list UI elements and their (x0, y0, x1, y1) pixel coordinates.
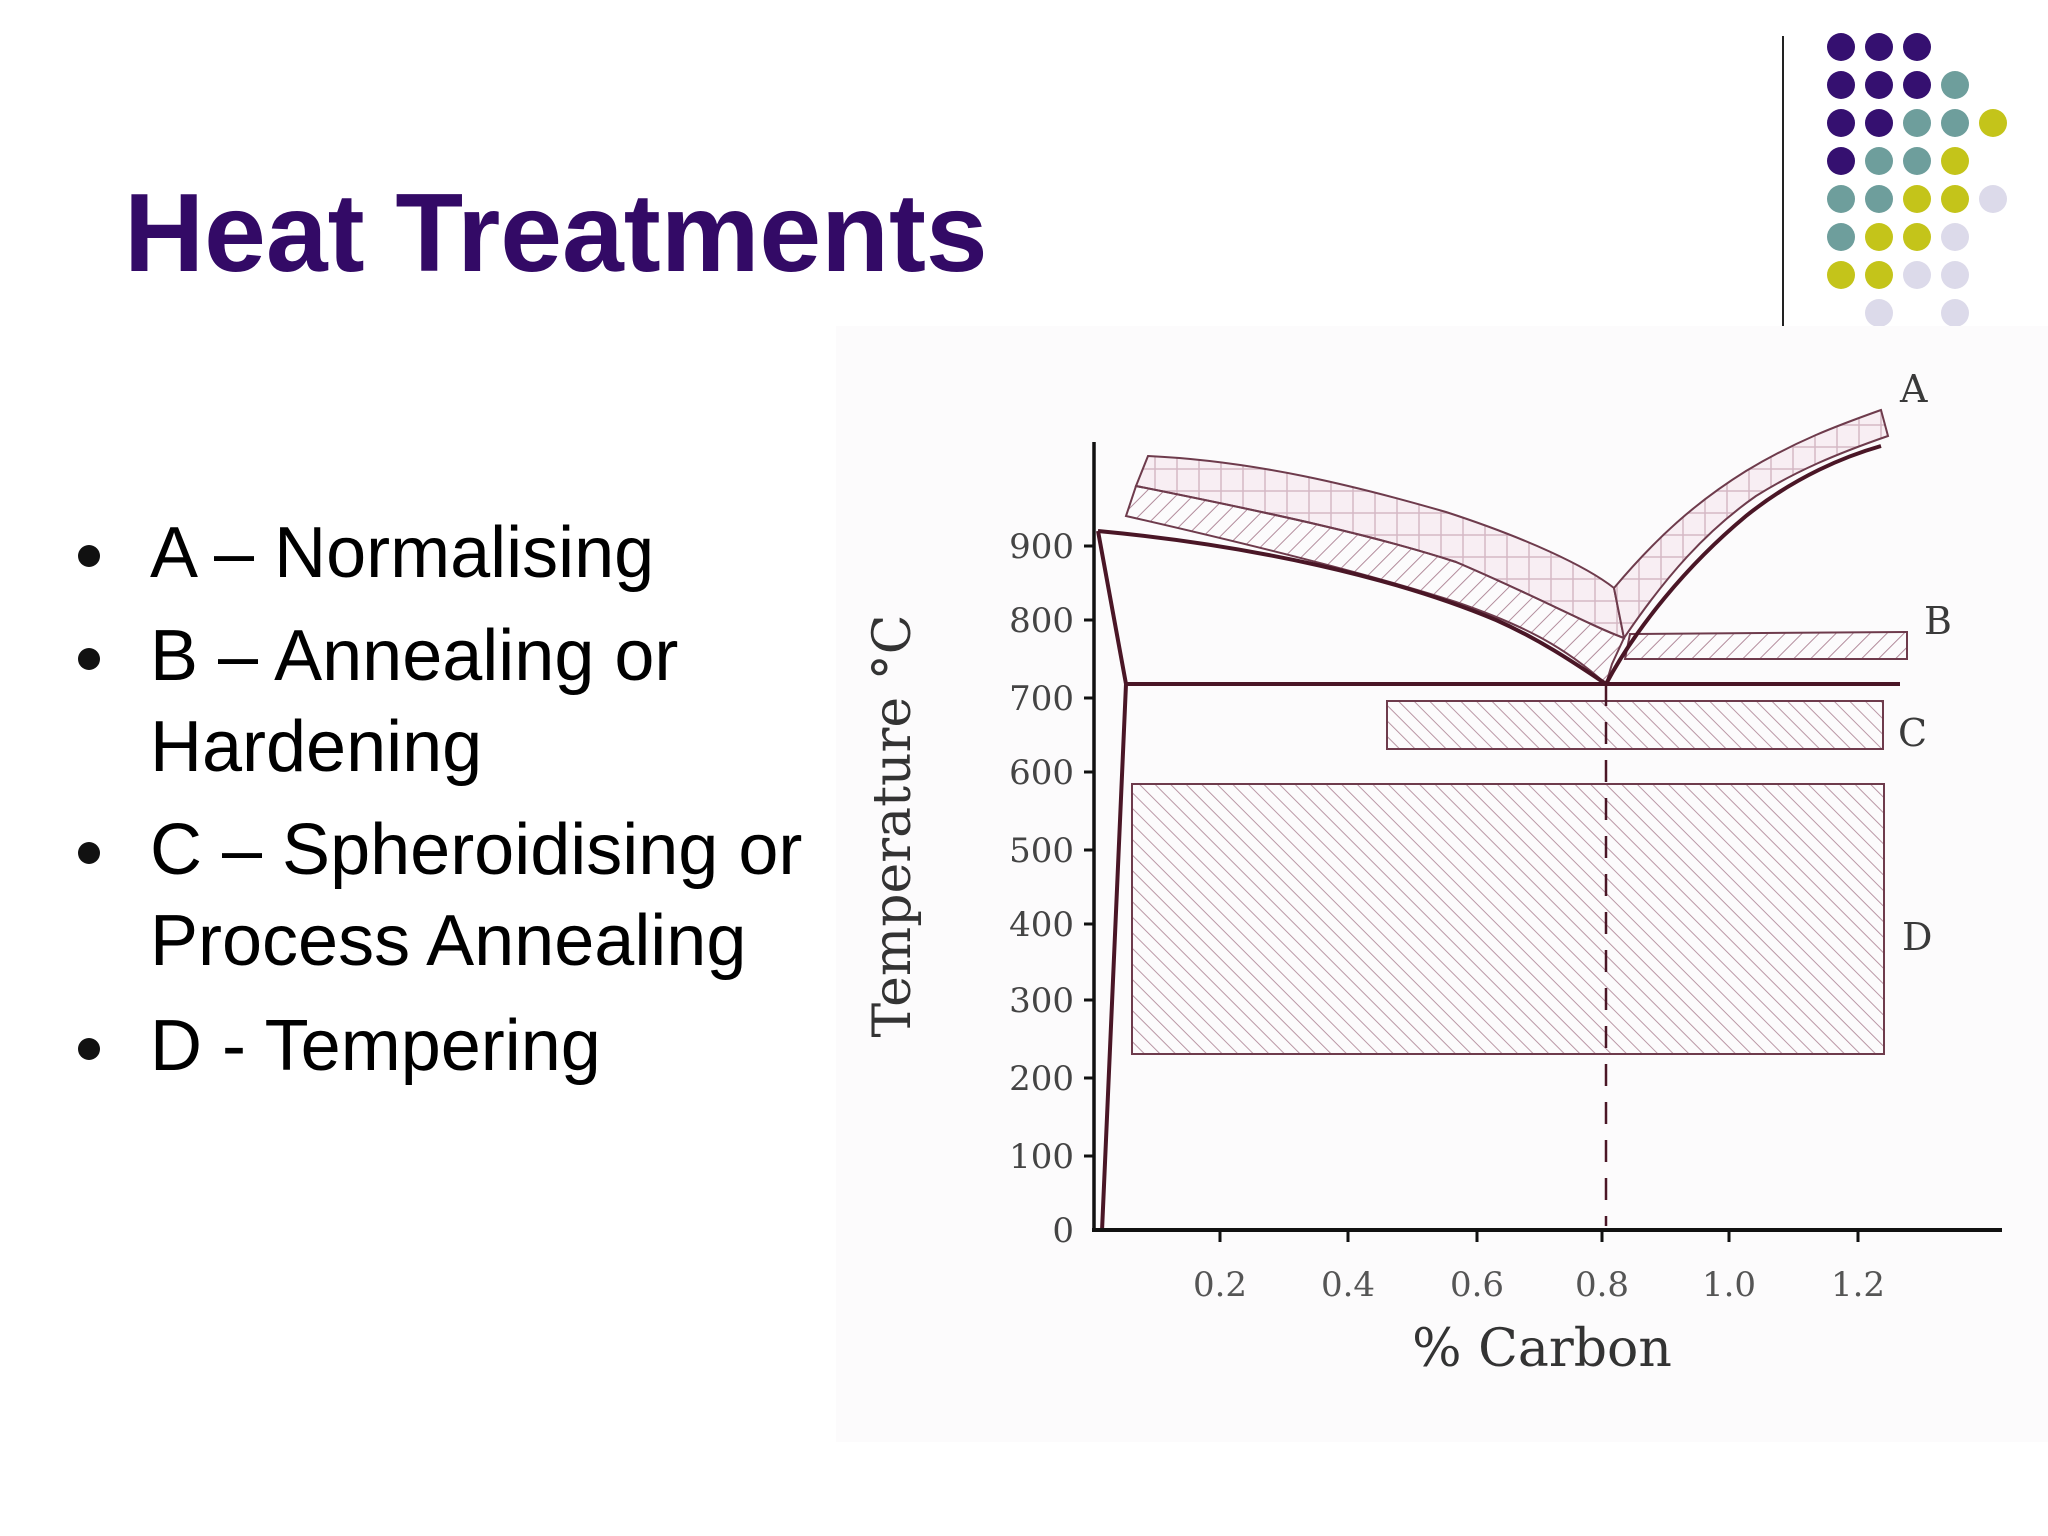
y-tick-label: 300 (1009, 981, 1074, 1021)
y-tick-label: 100 (1009, 1137, 1074, 1177)
decorative-dot-yellow (1979, 109, 2007, 137)
y-tick-label: 400 (1009, 905, 1074, 945)
region-c-spheroidising (1386, 700, 1884, 750)
bullet-text: C – Spheroidising or (150, 810, 803, 890)
region-d-tempering (1131, 783, 1885, 1055)
decorative-dot-purple (1827, 109, 1855, 137)
ferrite-boundary-left (1096, 530, 1129, 1232)
bullet-point-icon (78, 1038, 100, 1060)
decorative-dot-purple (1827, 71, 1855, 99)
slide-title: Heat Treatments (124, 171, 988, 295)
decorative-dot-yellow (1827, 261, 1855, 289)
a3-line (1097, 529, 1608, 686)
decorative-dot-teal (1827, 223, 1855, 251)
bullet-text: B – Annealing or (150, 616, 679, 696)
decorative-dot-purple (1865, 109, 1893, 137)
decorative-dot-purple (1827, 33, 1855, 61)
bullet-list: A – Normalising B – Annealing or Hardeni… (70, 508, 850, 1104)
bullet-point-icon (78, 842, 100, 864)
region-a-normalising-lower (1124, 484, 1626, 686)
x-tick-label: 0.2 (1193, 1265, 1247, 1305)
decorative-dot-teal (1941, 109, 1969, 137)
decorative-dot-teal (1903, 147, 1931, 175)
decorative-dot-teal (1941, 71, 1969, 99)
bullet-item-annealing: B – Annealing or Hardening (70, 611, 850, 793)
bullet-text: A – Normalising (150, 513, 655, 593)
decorative-dot-yellow (1941, 185, 1969, 213)
y-tick-label: 500 (1009, 831, 1074, 871)
y-axis-title: Temperature °C (863, 615, 923, 1038)
decorative-dot-teal (1865, 185, 1893, 213)
y-tick-label: 800 (1009, 601, 1074, 641)
bullet-item-normalising: A – Normalising (70, 508, 850, 599)
y-axis-ticks: 0 100 200 300 400 500 600 700 800 900 (1009, 527, 1094, 1251)
decorative-dot-yellow (1941, 147, 1969, 175)
decorative-dot-lavender (1979, 185, 2007, 213)
decorative-dot-yellow (1865, 261, 1893, 289)
x-tick-label: 1.2 (1831, 1265, 1885, 1305)
acm-line (1604, 444, 1882, 685)
region-a-normalising-right (1612, 408, 1890, 641)
region-label-a: A (1899, 367, 1928, 411)
decorative-dot-teal (1903, 109, 1931, 137)
decorative-dot-yellow (1865, 223, 1893, 251)
region-label-c: C (1898, 711, 1927, 755)
bullet-item-tempering: D - Tempering (70, 1001, 850, 1092)
x-tick-label: 0.8 (1575, 1265, 1629, 1305)
bullet-point-icon (78, 648, 100, 670)
decorative-dot-purple (1865, 33, 1893, 61)
y-tick-label: 0 (1052, 1211, 1074, 1251)
x-tick-label: 1.0 (1702, 1265, 1756, 1305)
decorative-dot-purple (1827, 147, 1855, 175)
x-axis-title: % Carbon (1412, 1319, 1672, 1379)
region-label-b: B (1924, 599, 1952, 643)
y-tick-label: 700 (1009, 679, 1074, 719)
x-tick-label: 0.6 (1450, 1265, 1504, 1305)
decorative-dot-lavender (1941, 223, 1969, 251)
decorative-dot-yellow (1903, 185, 1931, 213)
decorative-dot-purple (1903, 71, 1931, 99)
bullet-text-continued: Process Annealing (150, 901, 747, 981)
bullet-text: D - Tempering (150, 1006, 601, 1086)
bullet-item-spheroidising: C – Spheroidising or Process Annealing (70, 805, 850, 987)
x-axis-ticks: 0.2 0.4 0.6 0.8 1.0 1.2 (1193, 1230, 1885, 1305)
y-tick-label: 200 (1009, 1059, 1074, 1099)
decorative-dot-lavender (1865, 299, 1893, 327)
decorative-dot-purple (1865, 71, 1893, 99)
decorative-dot-teal (1865, 147, 1893, 175)
decorative-dot-teal (1827, 185, 1855, 213)
decorative-dot-purple (1903, 33, 1931, 61)
x-tick-label: 0.4 (1321, 1265, 1375, 1305)
decorative-divider (1782, 36, 1784, 328)
y-tick-label: 600 (1009, 753, 1074, 793)
decorative-dot-lavender (1903, 261, 1931, 289)
region-label-d: D (1902, 915, 1932, 959)
decorative-dot-lavender (1941, 299, 1969, 327)
decorative-dot-yellow (1903, 223, 1931, 251)
decorative-dot-lavender (1941, 261, 1969, 289)
y-tick-label: 900 (1009, 527, 1074, 567)
region-b-annealing (1623, 630, 1908, 660)
bullet-point-icon (78, 545, 100, 567)
bullet-text-continued: Hardening (150, 707, 483, 787)
